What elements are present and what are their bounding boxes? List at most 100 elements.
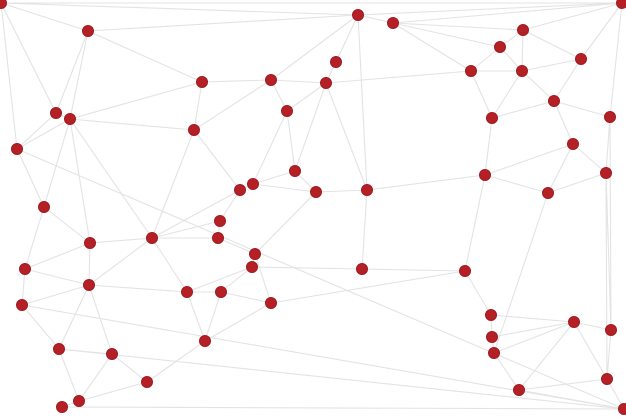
network-edge [325,70,472,84]
network-node [265,297,277,309]
network-edge [151,129,195,239]
network-edge [21,268,26,306]
network-edge [151,220,221,239]
network-edge [69,30,89,120]
network-edge [522,29,582,60]
network-edge [464,270,492,316]
network-edge [325,82,368,191]
network-edge [270,79,327,84]
network-node [214,215,226,227]
network-edge [251,266,363,270]
network-node [517,24,529,36]
network-edge [69,118,153,239]
network-node [352,9,364,21]
network-node [199,335,211,347]
network-edge [204,302,272,342]
network-node [616,0,626,9]
network-edge [78,381,148,402]
network-edge [392,22,472,72]
network-node [330,56,342,68]
network-edge [609,116,612,331]
network-edge [24,242,91,270]
network-edge [21,284,90,306]
network-node [542,187,554,199]
network-node [50,107,62,119]
network-edge [605,116,611,174]
network-edge [55,30,89,114]
network-edge [220,291,272,304]
network-node [486,331,498,343]
network-edge [609,2,623,118]
network-edge [573,321,608,380]
network-edge [605,172,608,380]
network-edge [88,284,188,293]
network-node [19,263,31,275]
network-edge [43,206,91,244]
network-node [53,343,65,355]
network-edge [252,183,317,193]
network-edge [270,270,466,304]
network-node [459,265,471,277]
network-edge [0,2,89,32]
network-node [548,95,560,107]
network-node [601,373,613,385]
network-edge [518,321,575,391]
network-edge [0,2,359,16]
network-node [516,65,528,77]
network-edge [61,406,625,410]
network-node [212,232,224,244]
network-edge [553,58,582,102]
network-edge [219,189,241,222]
network-node [106,348,118,360]
network-node [485,309,497,321]
network-edge [521,29,524,72]
network-node [181,286,193,298]
network-edge [16,148,45,208]
network-edge [270,14,359,81]
network-edge [606,329,612,380]
network-edge [186,291,206,342]
network-edge [361,268,466,272]
network-node [600,167,612,179]
network-edge [69,118,195,131]
network-node [56,401,68,413]
network-edge [201,79,272,83]
network-node [618,403,626,415]
network-edge [87,30,203,83]
network-node [568,316,580,328]
edge-layer [0,2,625,410]
network-edge [24,206,45,270]
network-node [356,263,368,275]
network-edge [220,266,253,293]
network-edge [553,100,574,145]
network-node [83,279,95,291]
network-node [234,184,246,196]
network-edge [89,237,153,244]
network-edge [315,189,368,193]
network-node [479,169,491,181]
network-edge [58,284,90,350]
network-node [188,124,200,136]
network-edge [193,81,203,131]
network-edge [24,268,90,286]
network-edge [491,70,523,119]
network-edge [88,237,153,286]
network-node [141,376,153,388]
network-node [246,261,258,273]
network-edge [361,189,368,270]
network-edge [547,143,574,194]
network-edge [357,2,623,16]
network-node [320,77,332,89]
network-edge [151,189,241,239]
network-edge [0,2,57,114]
network-edge [252,110,288,185]
network-edge [335,14,359,63]
network-edge [484,143,574,176]
network-edge [217,237,256,255]
network-node [361,184,373,196]
network-node [249,248,261,260]
network-edge [605,172,612,331]
network-edge [470,70,493,119]
network-node [84,237,96,249]
